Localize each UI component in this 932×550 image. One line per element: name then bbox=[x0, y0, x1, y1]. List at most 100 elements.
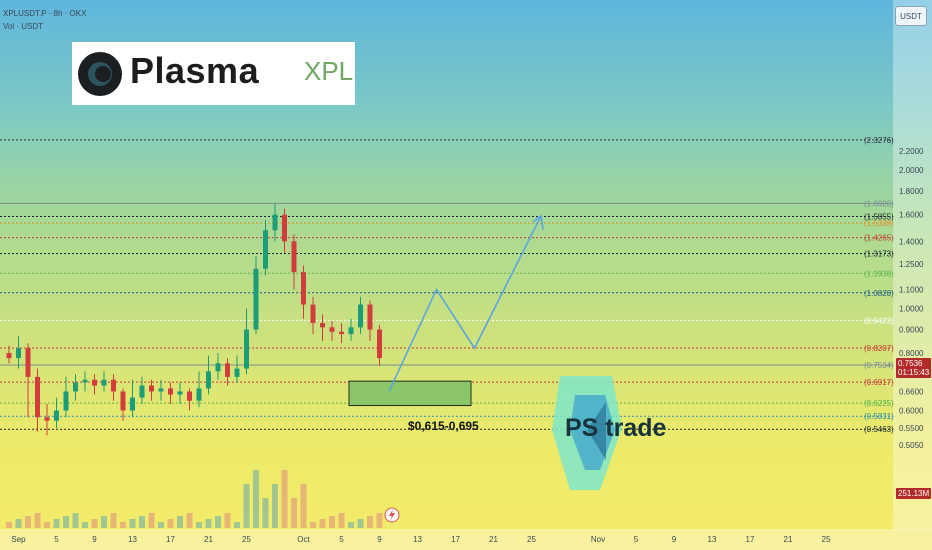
buy-zone-label: $0,615-0,695 bbox=[408, 419, 479, 433]
volume-bar bbox=[6, 522, 12, 528]
volume-bars bbox=[6, 470, 383, 528]
volume-bar bbox=[310, 522, 316, 528]
volume-header: Vol · USDT bbox=[3, 22, 44, 31]
candle-body bbox=[187, 391, 192, 401]
candle-body bbox=[320, 322, 325, 328]
candle-body bbox=[253, 268, 259, 330]
candle-body bbox=[149, 385, 154, 392]
level-label: (0.6917) bbox=[864, 378, 894, 387]
volume-bar bbox=[91, 519, 98, 528]
volume-bar bbox=[110, 513, 117, 528]
volume-bar bbox=[367, 516, 373, 528]
volume-bar bbox=[129, 519, 136, 528]
candle-body bbox=[215, 363, 221, 372]
candle-body bbox=[310, 304, 316, 323]
time-tick-label: 9 bbox=[92, 535, 97, 544]
time-tick-label: 17 bbox=[746, 535, 755, 544]
buy-zone-box bbox=[348, 380, 472, 407]
candle-body bbox=[73, 382, 78, 392]
price-tick-label: 1.1000 bbox=[899, 285, 924, 294]
current-price-value: 0.7536 bbox=[898, 358, 923, 368]
time-axis-bg bbox=[0, 529, 932, 550]
candle-body bbox=[234, 368, 240, 377]
level-labels: (2.3276) (1.6926) (1.5855)(1.5338) (1.4265)… bbox=[864, 136, 894, 434]
candle-body bbox=[82, 379, 88, 383]
candle-body bbox=[92, 379, 97, 386]
time-tick-label: 17 bbox=[166, 535, 175, 544]
level-label: (0.7534) bbox=[864, 361, 894, 370]
volume-bar bbox=[319, 519, 326, 528]
time-tick-label: Oct bbox=[297, 535, 310, 544]
candle-body bbox=[25, 348, 31, 377]
time-tick-label: 21 bbox=[489, 535, 498, 544]
level-label: (1.4265) bbox=[864, 234, 894, 243]
volume-bar bbox=[253, 470, 259, 528]
volume-bar bbox=[158, 522, 164, 528]
time-tick-label: 17 bbox=[451, 535, 460, 544]
candle-body bbox=[244, 329, 249, 369]
level-label: (0.5463) bbox=[864, 425, 894, 434]
volume-bar bbox=[272, 484, 278, 528]
volume-bar bbox=[281, 470, 288, 528]
candle-body bbox=[139, 385, 145, 398]
watermark-label: PS trade bbox=[565, 414, 667, 442]
volume-bar bbox=[300, 484, 307, 528]
price-tick-label: 0.9000 bbox=[899, 326, 924, 335]
price-axis-bg bbox=[893, 0, 932, 530]
price-tick-label: 1.0000 bbox=[899, 305, 924, 314]
candle-body bbox=[63, 391, 69, 411]
current-price-tag: 0.7536 01:15:43 bbox=[896, 357, 932, 378]
volume-bar bbox=[63, 516, 69, 528]
volume-value-tag: 251.13M bbox=[896, 488, 932, 499]
volume-bar bbox=[243, 484, 250, 528]
price-tick-label: 0.6600 bbox=[899, 387, 924, 396]
volume-bar bbox=[44, 522, 50, 528]
level-label: (0.9423) bbox=[864, 316, 894, 325]
candle-body bbox=[263, 230, 268, 269]
level-lines bbox=[0, 139, 893, 430]
time-tick-label: 21 bbox=[204, 535, 213, 544]
price-axis[interactable]: 2.2000 2.0000 1.8000 1.6000 1.4000 1.2500 1.10… bbox=[893, 0, 932, 530]
candle-body bbox=[130, 397, 135, 411]
time-tick-label: 9 bbox=[672, 535, 677, 544]
candle-body bbox=[272, 214, 278, 231]
logo-name: Plasma bbox=[130, 50, 260, 91]
price-tick-label: 1.6000 bbox=[899, 211, 924, 220]
volume-bar bbox=[205, 519, 212, 528]
candle-body bbox=[120, 391, 126, 411]
candle-body bbox=[44, 417, 50, 421]
price-tick-label: 0.5050 bbox=[899, 441, 924, 450]
candle-countdown: 01:15:43 bbox=[898, 367, 930, 377]
level-label: (1.6926) bbox=[864, 199, 894, 208]
volume-bar bbox=[101, 516, 107, 528]
plasma-logo-icon bbox=[78, 52, 122, 96]
level-label: (0.6225) bbox=[864, 399, 894, 408]
volume-bar bbox=[177, 516, 183, 528]
candle-body bbox=[6, 353, 12, 359]
time-axis[interactable]: Sep 5 9 13 17 21 25 Oct 5 9 13 17 21 25 Nov 5 9 13 17 21 25 bbox=[0, 529, 932, 550]
volume-bar bbox=[53, 519, 60, 528]
candle-body bbox=[111, 379, 116, 392]
candle-body bbox=[282, 214, 287, 242]
level-label: (1.5338) bbox=[864, 219, 894, 228]
currency-button[interactable]: USDT bbox=[895, 6, 927, 26]
candle-body bbox=[339, 331, 344, 335]
time-tick-label: Sep bbox=[11, 535, 26, 544]
volume-bar bbox=[348, 522, 354, 528]
candle-body bbox=[35, 376, 40, 418]
price-tick-label: 0.8000 bbox=[899, 349, 924, 358]
lightning-icon[interactable] bbox=[384, 507, 400, 523]
level-label: (1.0820) bbox=[864, 289, 894, 298]
time-tick-label: 5 bbox=[634, 535, 639, 544]
candle-body bbox=[329, 327, 335, 332]
candle-body bbox=[358, 304, 363, 328]
candle-body bbox=[158, 388, 164, 392]
time-tick-label: Nov bbox=[591, 535, 605, 544]
volume-bar bbox=[376, 513, 383, 528]
volume-bar bbox=[82, 522, 88, 528]
price-tick-label: 2.0000 bbox=[899, 166, 924, 175]
candle-body bbox=[225, 363, 230, 377]
candle-body bbox=[177, 391, 183, 395]
